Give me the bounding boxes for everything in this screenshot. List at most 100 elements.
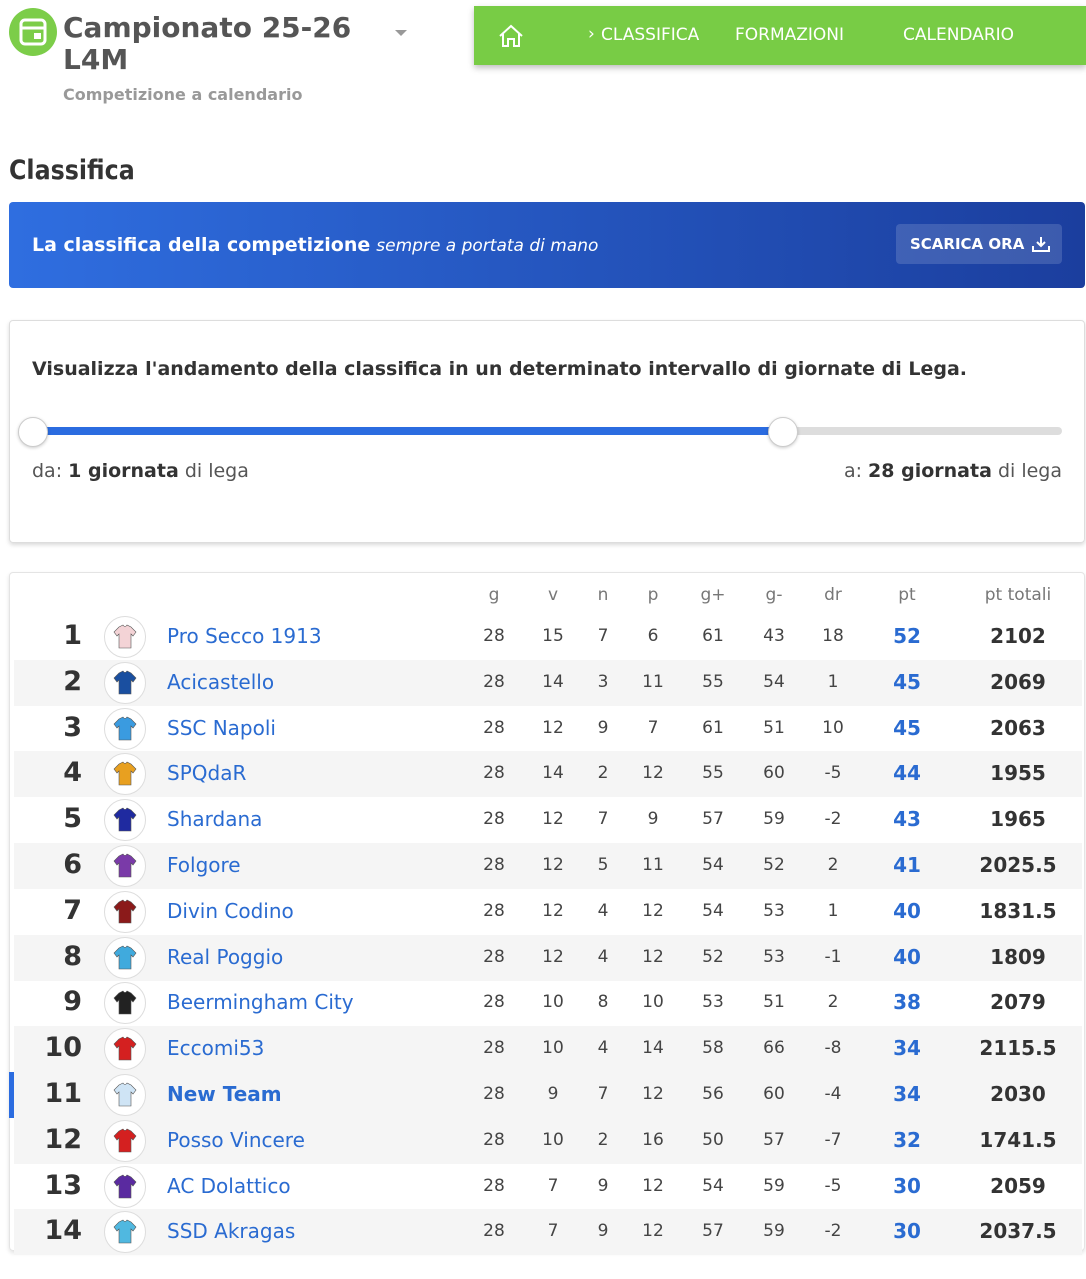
stat-cell: 54 [702,1175,724,1196]
team-name[interactable]: Acicastello [167,669,275,694]
total-points: 2069 [990,669,1046,694]
home-icon[interactable] [498,24,524,48]
competition-icon [9,8,57,56]
jersey [113,1220,137,1244]
team-name[interactable]: Eccomi53 [167,1036,265,1061]
points: 38 [893,990,921,1015]
stat-cell: 28 [483,1129,505,1150]
rank: 1 [63,620,82,651]
total-points: 2063 [990,715,1046,740]
stat-cell: 4 [597,900,609,921]
total-points: 1741.5 [979,1127,1057,1152]
stat-cell: 9 [597,717,609,738]
stat-cell: 28 [483,1221,505,1242]
team-name[interactable]: Folgore [167,853,241,877]
stat-cell: 10 [542,1038,564,1059]
points: 40 [893,898,921,923]
range-suffix: di lega [184,460,249,482]
rank: 5 [63,803,82,835]
stat-cell: 59 [763,1175,785,1196]
points: 34 [893,1036,921,1061]
stat-cell: 59 [763,1221,785,1242]
dropdown-caret[interactable] [394,29,408,37]
team-name[interactable]: New Team [167,1082,282,1106]
column-header: g [488,585,500,605]
nav-item[interactable]: CLASSIFICA [601,25,700,45]
stat-cell: -2 [824,1221,842,1242]
rank: 4 [63,757,82,789]
team-jersey [104,799,146,842]
stat-cell: 51 [763,717,785,738]
points: 52 [893,624,921,648]
range-value: 1 giornata [68,460,179,482]
row-background [14,659,1082,706]
jersey [113,762,137,786]
team-jersey [104,1074,146,1116]
jersey [113,1082,137,1107]
row-background [14,1209,1082,1256]
stat-cell: -5 [824,763,842,784]
nav-chevron: › [588,24,595,44]
stat-cell: 58 [702,1038,724,1059]
team-name[interactable]: AC Dolattico [167,1173,291,1198]
rank: 14 [44,1215,82,1247]
team-name[interactable]: SSD Akragas [167,1219,296,1244]
stat-cell: 57 [702,809,724,830]
team-name[interactable]: Posso Vincere [167,1127,305,1152]
stat-cell: 60 [763,763,785,784]
jersey [113,899,137,924]
team-name[interactable]: Shardana [167,807,263,832]
slider-range [33,427,783,435]
team-name[interactable]: SPQdaR [167,761,247,786]
stat-cell: 61 [702,717,724,738]
team-jersey [104,753,146,796]
team-name[interactable]: Beermingham City [167,990,354,1015]
points: 30 [893,1173,921,1198]
rank: 12 [44,1123,82,1155]
column-header: pt [898,585,916,605]
total-points: 2115.5 [979,1036,1057,1061]
stat-cell: 57 [763,1129,785,1150]
team-name[interactable]: Divin Codino [167,898,294,923]
stat-cell: 50 [702,1129,724,1150]
nav-item[interactable]: FORMAZIONI [735,25,845,45]
stat-cell: 6 [647,626,659,646]
rank: 8 [63,940,82,972]
stat-cell: 28 [483,992,505,1013]
team-jersey [104,1211,146,1254]
nav-bar: › [474,6,1086,65]
team-name[interactable]: Real Poggio [167,944,284,969]
stat-cell: 12 [642,1221,664,1242]
stat-cell: 10 [542,1129,564,1150]
total-points: 2102 [990,624,1046,648]
rank: 7 [63,894,82,926]
banner-text: La classifica della competizione sempre … [32,234,598,256]
range-suffix: di lega [997,460,1062,482]
nav-item[interactable]: CALENDARIO [903,25,1015,45]
team-name[interactable]: SSC Napoli [167,715,276,740]
rank: 13 [44,1169,82,1201]
stat-cell: 9 [597,1221,609,1242]
slider-handle[interactable] [768,417,798,447]
stat-cell: 4 [597,946,609,967]
download-icon [1032,237,1050,252]
total-points: 2025.5 [979,853,1057,877]
rank: 10 [44,1032,82,1064]
stat-cell: 28 [483,1038,505,1059]
jersey [113,1174,137,1198]
download-button[interactable]: SCARICA ORA [896,224,1062,264]
column-header: dr [824,585,842,605]
slider-handle[interactable] [18,417,48,447]
points: 40 [893,944,921,969]
section-title: Classifica [9,155,135,186]
team-jersey [104,1028,146,1071]
stat-cell: 51 [763,992,785,1013]
stat-cell: 28 [483,717,505,738]
stat-cell: -8 [824,1038,842,1059]
stat-cell: 59 [763,809,785,830]
team-name[interactable]: Pro Secco 1913 [167,624,322,648]
subtitle: Competizione a calendario [63,85,303,104]
stat-cell: 28 [483,1175,505,1196]
banner-italic: sempre a portata di mano [376,236,599,256]
